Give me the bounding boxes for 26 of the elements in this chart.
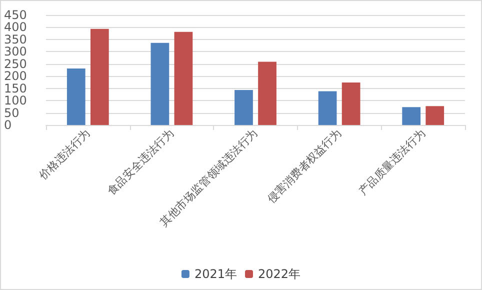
bar [258,62,276,125]
y-tick-label: 400 [4,20,27,34]
y-tick-label: 50 [4,106,20,120]
bar [318,91,337,125]
y-tick-label: 0 [4,118,12,132]
bar [66,68,86,125]
x-tick-label: 价格违法行为 [36,126,92,183]
legend-label: 2022年 [258,267,301,281]
y-tick-label: 250 [4,56,27,71]
y-tick-label: 450 [4,8,27,22]
bar [234,90,253,125]
bar [90,28,109,125]
y-tick-label: 100 [4,94,27,108]
bar [402,107,421,125]
y-tick-label: 200 [4,69,27,84]
legend-label: 2021年 [194,267,238,281]
bar [174,32,193,125]
y-tick-label: 150 [4,81,27,96]
y-tick-label: 300 [4,44,27,59]
x-tick-label: 食品安全违法行为 [104,126,176,198]
x-tick-label: 产品质量违法行为 [356,126,428,198]
bar [150,42,170,125]
y-tick-label: 350 [4,32,27,46]
bar [342,82,360,125]
bar [426,106,444,125]
x-tick-label: 侵害消费者权益行为 [264,126,344,206]
